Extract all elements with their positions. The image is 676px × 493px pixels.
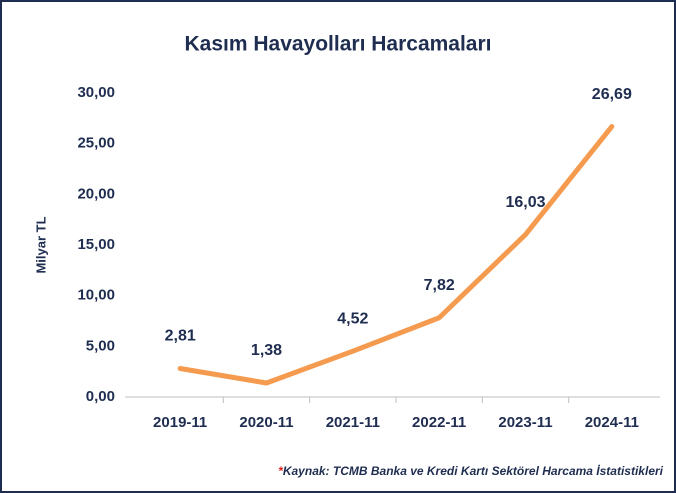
y-tick-label: 10,00 — [77, 287, 115, 304]
x-tick-label: 2022-11 — [412, 414, 466, 431]
chart-title: Kasım Havayolları Harcamaları — [184, 33, 491, 56]
note-text: Kaynak: TCMB Banka ve Kredi Kartı Sektör… — [283, 463, 664, 478]
y-tick-label: 20,00 — [77, 185, 115, 202]
y-tick-label: 5,00 — [86, 337, 115, 354]
data-label: 26,69 — [592, 86, 632, 103]
source-note: *Kaynak: TCMB Banka ve Kredi Kartı Sektö… — [278, 463, 663, 478]
y-axis-label: Milyar TL — [33, 216, 48, 273]
x-tick-label: 2021-11 — [326, 414, 380, 431]
data-label: 7,82 — [424, 277, 455, 294]
x-tick-label: 2020-11 — [239, 414, 293, 431]
x-tick-label: 2024-11 — [585, 414, 639, 431]
y-tick-label: 0,00 — [86, 388, 115, 405]
y-tick-label: 25,00 — [77, 135, 115, 152]
data-label: 4,52 — [337, 310, 368, 327]
data-label: 16,03 — [505, 194, 545, 211]
y-tick-label: 30,00 — [77, 84, 115, 101]
x-tick-label: 2019-11 — [153, 414, 207, 431]
data-line — [177, 124, 615, 386]
x-tick-label: 2023-11 — [498, 414, 552, 431]
data-label: 1,38 — [251, 342, 282, 359]
data-label: 2,81 — [165, 328, 196, 345]
y-tick-label: 15,00 — [77, 236, 115, 253]
note-marker: * — [278, 464, 284, 478]
